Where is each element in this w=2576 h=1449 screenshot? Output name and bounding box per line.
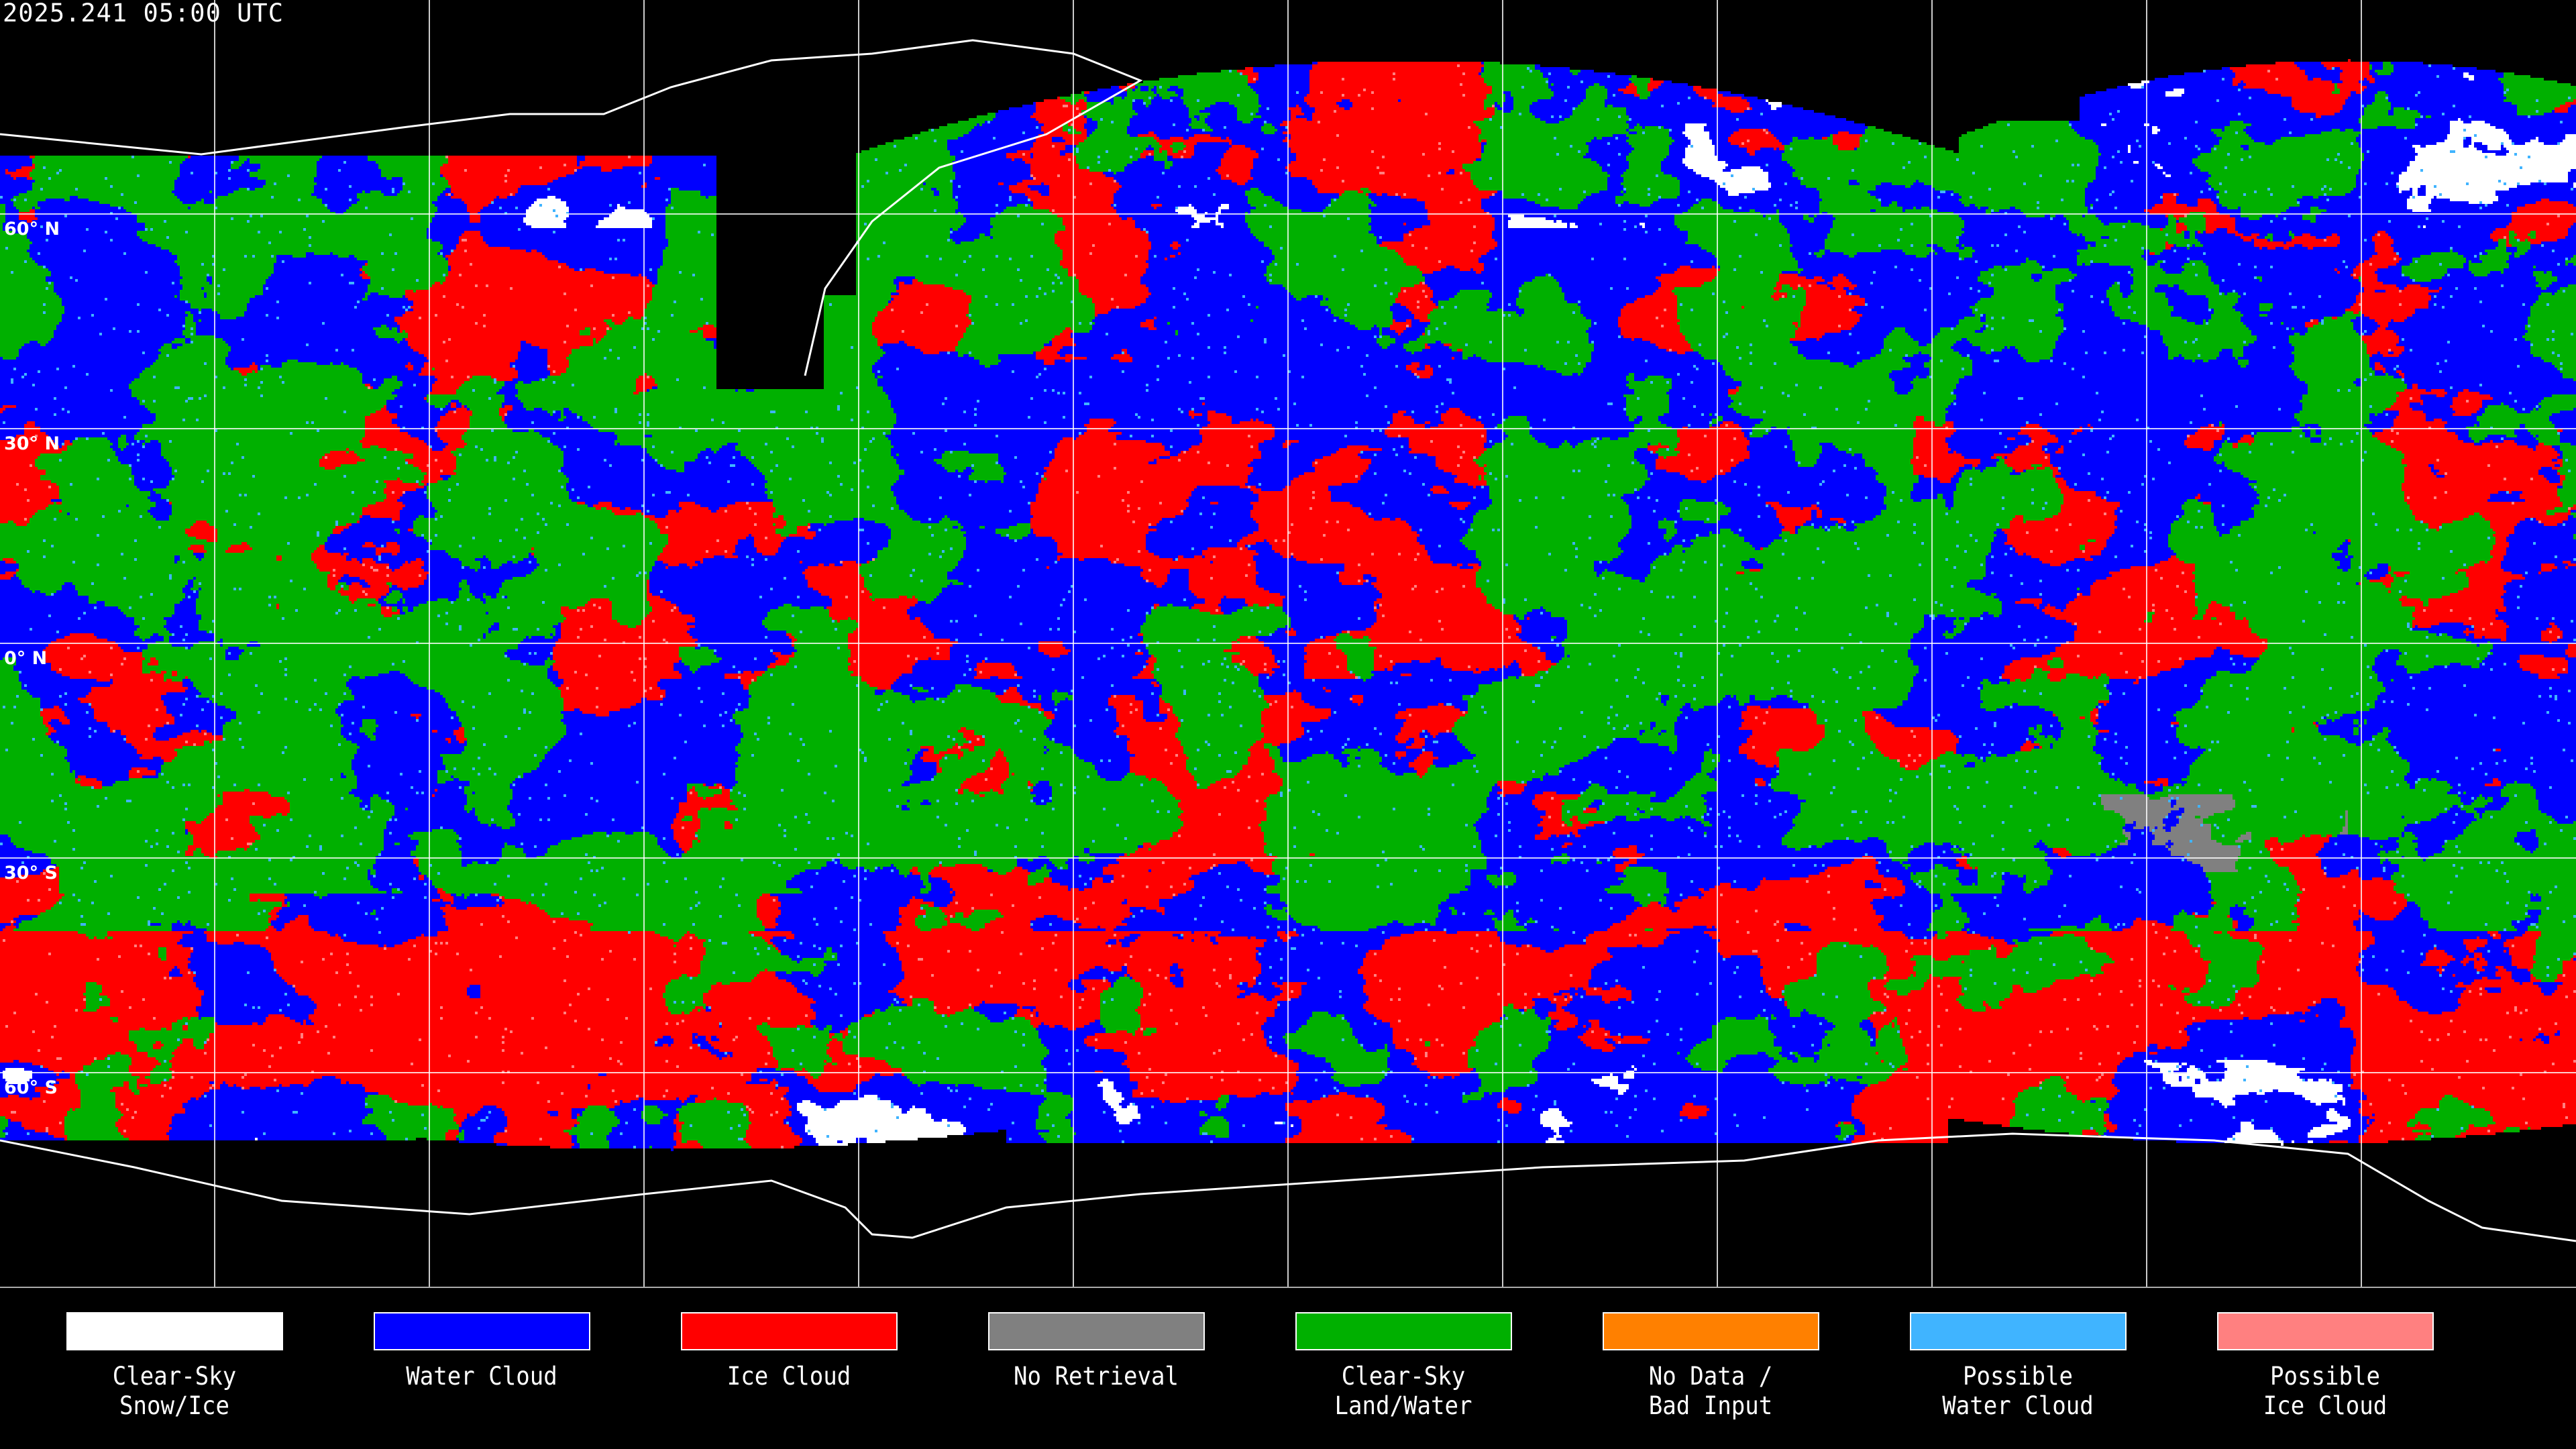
legend-label: No Retrieval	[1014, 1362, 1179, 1391]
legend-label: Possible	[1963, 1362, 2073, 1391]
legend-item-possible-ice-cloud: Possible Ice Cloud	[2214, 1312, 2436, 1421]
legend-label: Water Cloud	[1942, 1391, 2094, 1420]
legend-swatch	[2216, 1312, 2434, 1350]
legend: Clear-Sky Snow/Ice Water Cloud Ice Cloud …	[0, 1288, 2576, 1449]
legend-swatch	[680, 1312, 898, 1350]
lat-label-30s: 30° S	[4, 863, 58, 883]
legend-item-no-data: No Data / Bad Input	[1600, 1312, 1821, 1421]
legend-label	[687, 1391, 891, 1421]
coastline	[0, 1132, 2576, 1242]
legend-swatch	[987, 1312, 1205, 1350]
legend-label: Clear-Sky	[1341, 1362, 1466, 1391]
legend-label: Ice Cloud	[727, 1362, 851, 1391]
legend-swatch	[66, 1312, 283, 1350]
legend-item-no-retrieval: No Retrieval	[985, 1312, 1207, 1421]
legend-label: Bad Input	[1648, 1391, 1773, 1420]
legend-label	[994, 1391, 1198, 1421]
lat-label-60n: 60° N	[4, 219, 60, 239]
legend-swatch	[1295, 1312, 1512, 1350]
lat-label-60s: 60° S	[4, 1077, 58, 1098]
legend-label: Clear-Sky	[112, 1362, 237, 1391]
legend-label: Snow/Ice	[119, 1391, 229, 1420]
legend-label	[380, 1391, 584, 1421]
legend-item-water-cloud: Water Cloud	[371, 1312, 592, 1421]
legend-swatch	[373, 1312, 590, 1350]
coastline	[0, 39, 1143, 376]
cloud-phase-map: 2025.241 05:00 UTC 60° N 30° N 0° N 30° …	[0, 0, 2576, 1288]
legend-item-ice-cloud: Ice Cloud	[678, 1312, 900, 1421]
legend-item-clear-sky-land-water: Clear-Sky Land/Water	[1293, 1312, 1514, 1421]
legend-label: Water Cloud	[406, 1362, 557, 1391]
legend-item-clear-sky-snow-ice: Clear-Sky Snow/Ice	[64, 1312, 285, 1421]
legend-swatch	[1602, 1312, 1819, 1350]
legend-divider	[0, 1287, 2576, 1288]
legend-label: Ice Cloud	[2263, 1391, 2387, 1420]
legend-label: Land/Water	[1334, 1391, 1472, 1420]
lat-lon-grid	[0, 0, 2576, 1288]
lat-label-equator: 0° N	[4, 648, 48, 669]
legend-swatch	[1909, 1312, 2127, 1350]
legend-label: Possible	[2270, 1362, 2380, 1391]
lat-label-30n: 30° N	[4, 433, 60, 454]
legend-item-possible-water-cloud: Possible Water Cloud	[1907, 1312, 2129, 1421]
timestamp-title: 2025.241 05:00 UTC	[3, 0, 284, 28]
legend-label: No Data /	[1648, 1362, 1773, 1391]
